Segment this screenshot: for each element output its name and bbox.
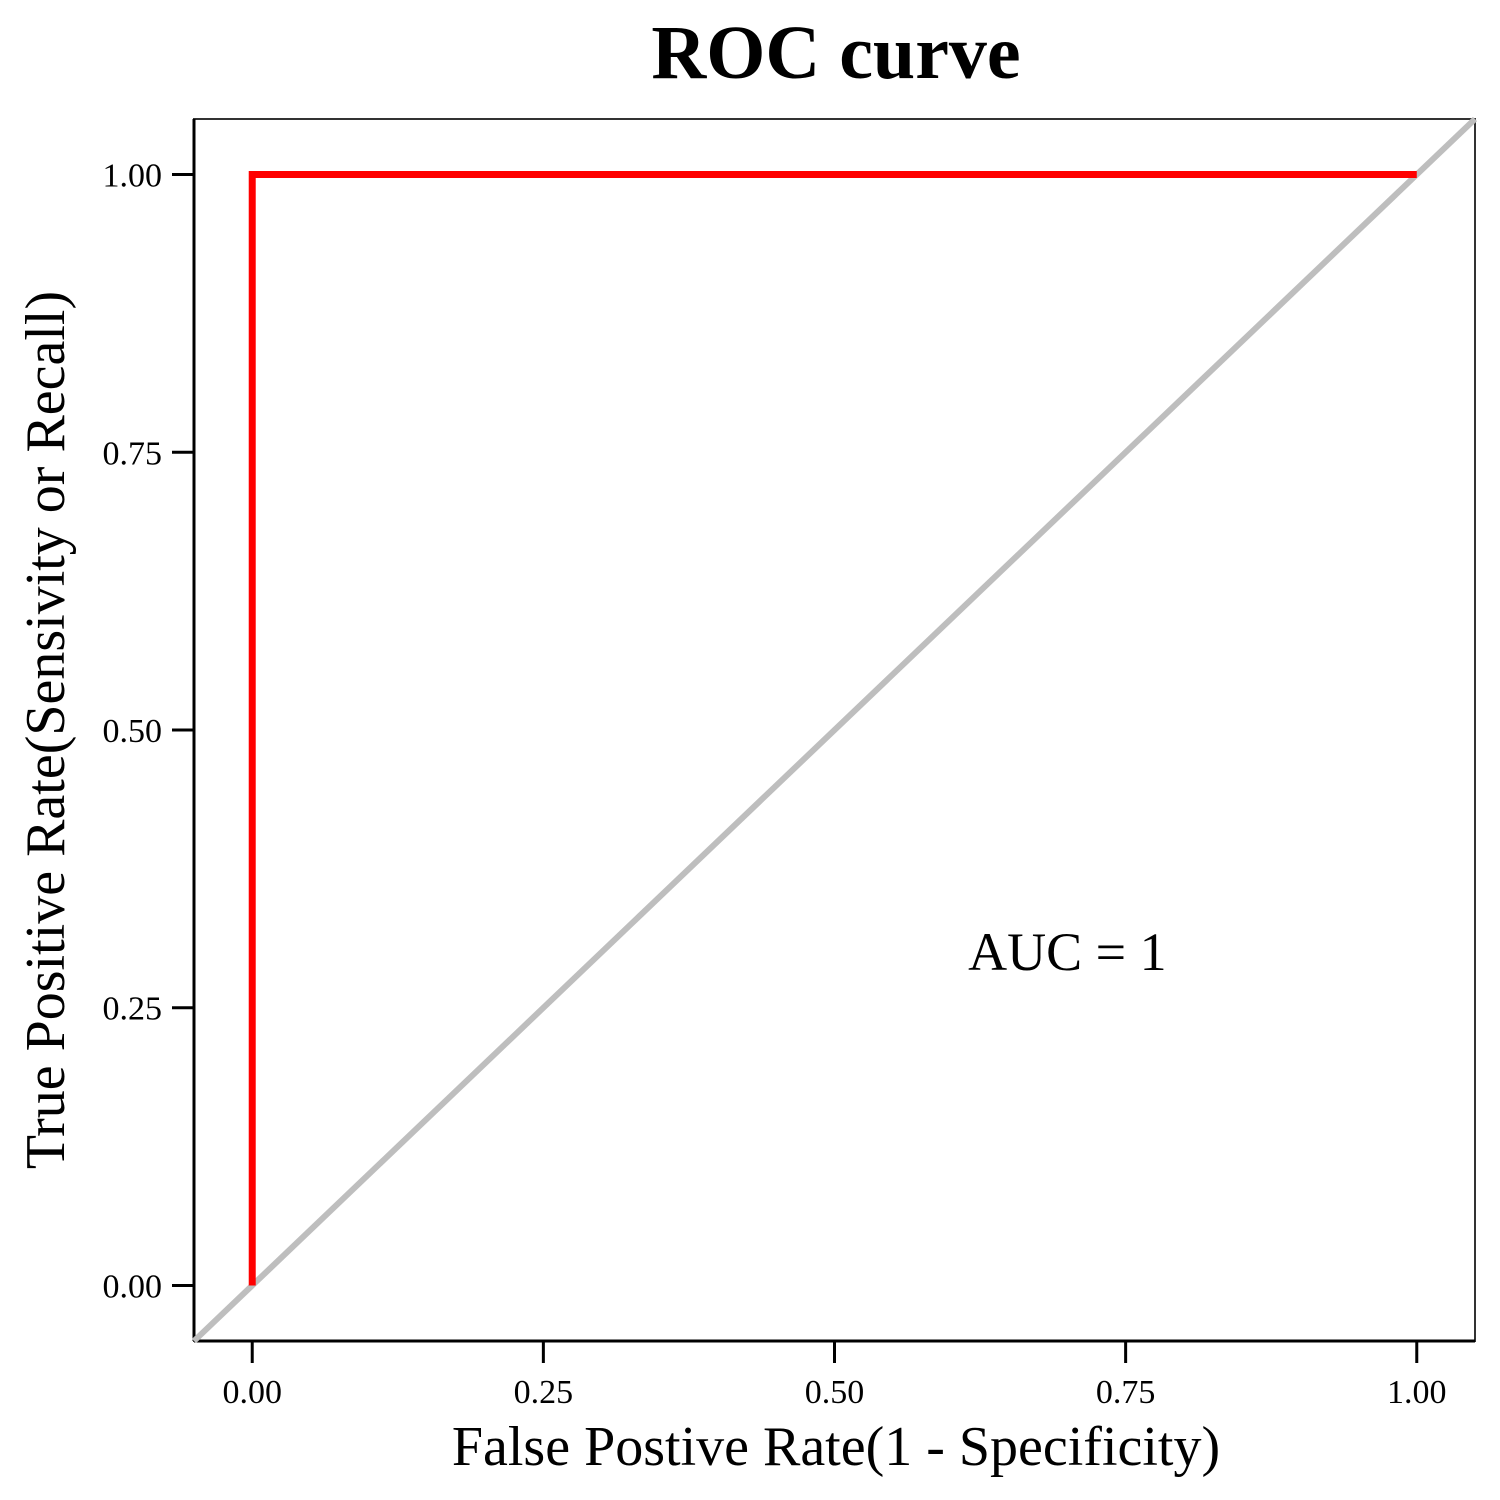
y-tick-label-4: 1.00 bbox=[103, 158, 163, 195]
auc-annotation: AUC = 1 bbox=[968, 922, 1166, 982]
plot-lines bbox=[191, 116, 1478, 1344]
y-axis-title: True Positive Rate(Sensivity or Recall) bbox=[15, 291, 77, 1169]
x-axis-title: False Postive Rate(1 - Specificity) bbox=[452, 1416, 1220, 1478]
chart-title: ROC curve bbox=[651, 11, 1020, 95]
x-tick-label-1: 0.25 bbox=[514, 1374, 574, 1411]
y-tick-label-0: 0.00 bbox=[103, 1268, 163, 1305]
y-tick-label-1: 0.25 bbox=[103, 991, 163, 1028]
diagonal-reference-line bbox=[191, 116, 1478, 1344]
y-tick-label-2: 0.50 bbox=[103, 713, 163, 750]
x-tick-label-4: 1.00 bbox=[1387, 1374, 1447, 1411]
tick-labels: 0.00 0.25 0.50 0.75 1.00 0.00 0.25 0.50 0.75 1.00 bbox=[103, 158, 1447, 1411]
roc-curve-line bbox=[248, 171, 1417, 1286]
x-tick-label-2: 0.50 bbox=[805, 1374, 865, 1411]
x-tick-label-3: 0.75 bbox=[1096, 1374, 1156, 1411]
x-tick-label-0: 0.00 bbox=[222, 1374, 282, 1411]
tick-marks bbox=[172, 173, 1419, 1363]
y-tick-label-3: 0.75 bbox=[103, 435, 163, 472]
